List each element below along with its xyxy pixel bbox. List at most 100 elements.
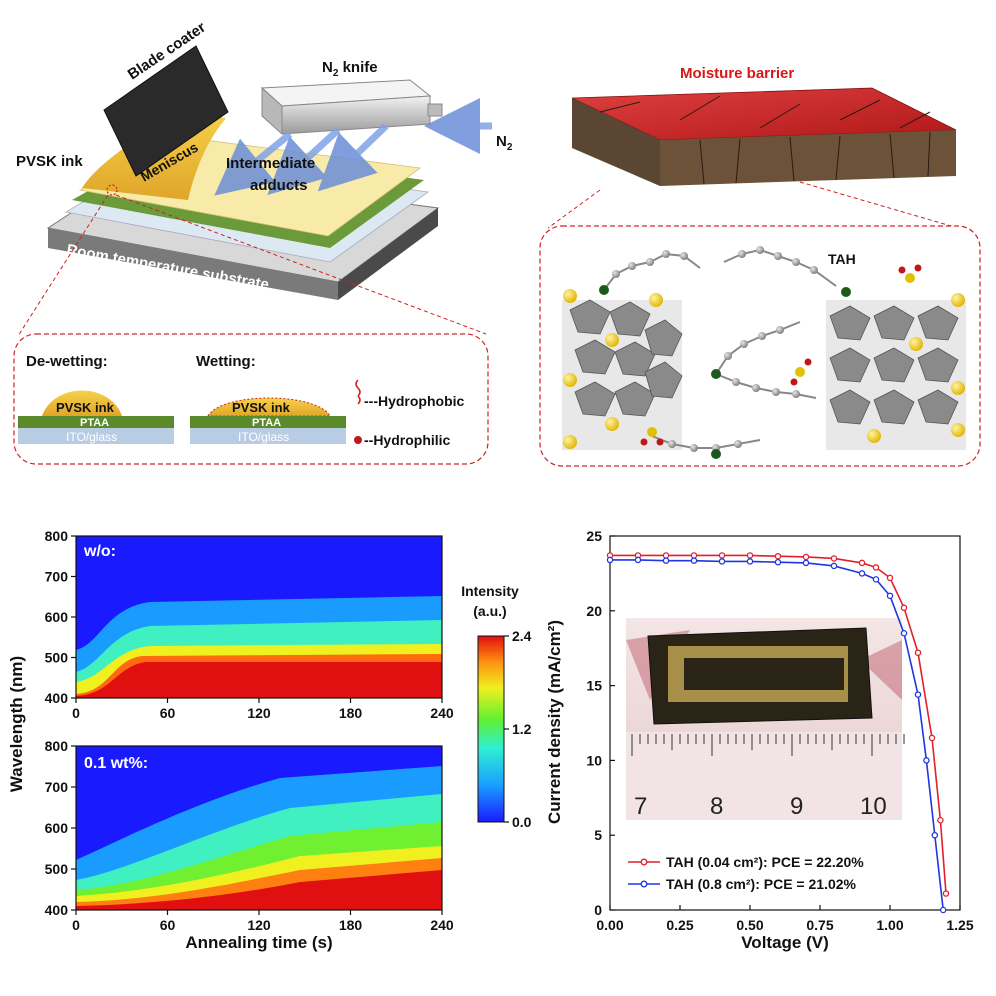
heatmap-xtick-label: 120 <box>247 917 271 933</box>
jv-xtick-label: 1.25 <box>946 917 973 933</box>
jv-series-point-1 <box>886 592 894 600</box>
jv-series-point-0 <box>872 564 880 571</box>
heatmap-ytick-label: 600 <box>45 609 69 625</box>
wetting-title: Wetting: <box>196 353 256 370</box>
heatmap-ytick-label: 600 <box>45 820 69 836</box>
nitrogen-atoms <box>599 285 851 459</box>
jv-series-point-0 <box>858 559 866 567</box>
intermediate-label-2: adducts <box>250 177 308 194</box>
heatmap-xtick-label: 60 <box>160 917 176 933</box>
hydrophobic-legend: ---Hydrophobic <box>364 393 465 409</box>
jv-series-point-1 <box>746 558 754 565</box>
device-photo: 7 8 9 10 <box>626 618 905 820</box>
jv-ytick-label: 15 <box>586 678 602 694</box>
heatmap-ytick-label: 500 <box>45 650 69 666</box>
n2-flow-arrows <box>214 98 492 196</box>
dewetting-ptaa-label: PTAA <box>80 417 109 429</box>
moisture-barrier-title: Moisture barrier <box>680 65 794 82</box>
jv-series-point-1 <box>718 558 726 565</box>
barrier-grain-lines <box>599 95 931 185</box>
ruler-labels: 7 8 9 10 <box>634 793 887 820</box>
perovskite-lattice-left <box>562 289 683 450</box>
ruler-label-8: 8 <box>710 793 723 820</box>
heatmap-ytick-label: 700 <box>45 569 69 585</box>
colorbar <box>477 635 505 823</box>
jv-series-point-0 <box>662 552 670 559</box>
jv-chart: 7 8 9 10 0.00 0.25 0.50 0.75 1.00 1.25 0 5 10 15 2… <box>545 528 974 952</box>
zoom-line-right <box>115 194 487 335</box>
jv-series-point-0 <box>802 553 810 561</box>
jv-series-point-0 <box>690 552 698 559</box>
jv-ylabel: Current density (mA/cm²) <box>545 620 564 824</box>
jv-xtick-label: 1.00 <box>876 917 903 933</box>
pvsk-ink-label: PVSK ink <box>16 153 83 170</box>
jv-series-point-0 <box>900 604 908 612</box>
heatmap-xtick-label: 180 <box>339 705 363 721</box>
jv-legend-marker-0 <box>640 858 648 866</box>
substrate-side <box>338 208 438 300</box>
jv-ytick-label: 10 <box>586 752 602 768</box>
jv-xtick-label: 0.00 <box>596 917 623 933</box>
hydrophobic-icon <box>355 379 361 405</box>
jv-series-point-1 <box>662 557 670 564</box>
wetting-ptaa-label: PTAA <box>252 417 281 429</box>
dewetting-title: De-wetting: <box>26 353 108 370</box>
heatmap-ytick-label: 400 <box>45 902 69 918</box>
jv-series-point-1 <box>872 576 880 583</box>
jv-series-point-1 <box>900 629 908 637</box>
wetting-droplet <box>207 397 331 417</box>
heatmap-ytick-label: 400 <box>45 690 69 706</box>
jv-series-point-1 <box>923 757 930 764</box>
jv-series-point-0 <box>928 734 936 742</box>
jv-series <box>606 552 950 914</box>
heatmap-ylabel: Wavelength (nm) <box>7 656 26 792</box>
n2-knife-shape <box>260 79 443 136</box>
jv-series-point-1 <box>914 691 922 698</box>
dewetting-droplet <box>42 390 122 416</box>
colorbar-ticks: 0.0 1.2 2.4 <box>504 628 532 830</box>
heatmap-xtick-label: 60 <box>160 705 176 721</box>
ruler-label-10: 10 <box>860 793 887 820</box>
blade-coating-schematic: Blade coater N2 knife N2 PVSK ink Menisc… <box>16 19 513 337</box>
zoom-origin-circle <box>106 184 118 196</box>
colorbar-tick-label: 1.2 <box>512 721 532 737</box>
heatmap-xtick-label: 240 <box>430 705 454 721</box>
heatmap-top-label: w/o: <box>83 543 116 560</box>
dewetting-ito-label: ITO/glass <box>66 430 117 444</box>
wetting-inset: De-wetting: Wetting: PVSK ink PTAA ITO/g… <box>13 333 489 465</box>
heatmap-ytick-label: 800 <box>45 528 69 544</box>
molecular-inset <box>539 225 981 467</box>
jv-legend-marker-1 <box>640 880 648 888</box>
heatmap-ytick-label: 800 <box>45 738 69 754</box>
jv-series-point-0 <box>937 816 944 824</box>
heatmap-xlabel: Annealing time (s) <box>185 933 332 952</box>
jv-series-point-0 <box>914 649 922 656</box>
jv-series-point-1 <box>690 557 698 564</box>
colorbar-tick-label: 2.4 <box>512 628 532 644</box>
jv-series-point-0 <box>718 552 726 559</box>
substrate-front <box>48 228 338 300</box>
colorbar-tick-label: 0.0 <box>512 814 532 830</box>
jv-series-point-1 <box>830 562 838 570</box>
n2-label: N2 <box>496 133 513 153</box>
jv-series-point-1 <box>774 558 782 566</box>
ruler-ticks <box>631 734 905 756</box>
heatmap-bottom: 0.1 wt%: <box>75 745 443 911</box>
colorbar-title-1: Intensity <box>461 583 519 599</box>
heatmap-ytick-label: 500 <box>45 861 69 877</box>
jv-series-point-1 <box>634 556 642 564</box>
intermediate-label-1: Intermediate <box>226 155 315 172</box>
jv-ytick-label: 20 <box>586 603 602 619</box>
barrier-front-face <box>572 98 660 186</box>
heatmap-bottom-label: 0.1 wt%: <box>84 755 148 772</box>
jv-legend-label-1: TAH (0.8 cm²): PCE = 21.02% <box>666 876 857 892</box>
jv-series-point-1 <box>931 831 939 839</box>
jv-xtick-label: 0.75 <box>806 917 833 933</box>
jv-xlabel: Voltage (V) <box>741 933 829 952</box>
ruler-label-9: 9 <box>790 793 803 820</box>
jv-series-point-0 <box>830 555 838 562</box>
n2-knife-label: N2 knife <box>322 59 378 79</box>
jv-xtick-label: 0.25 <box>666 917 693 933</box>
jv-series-point-1 <box>802 559 810 567</box>
